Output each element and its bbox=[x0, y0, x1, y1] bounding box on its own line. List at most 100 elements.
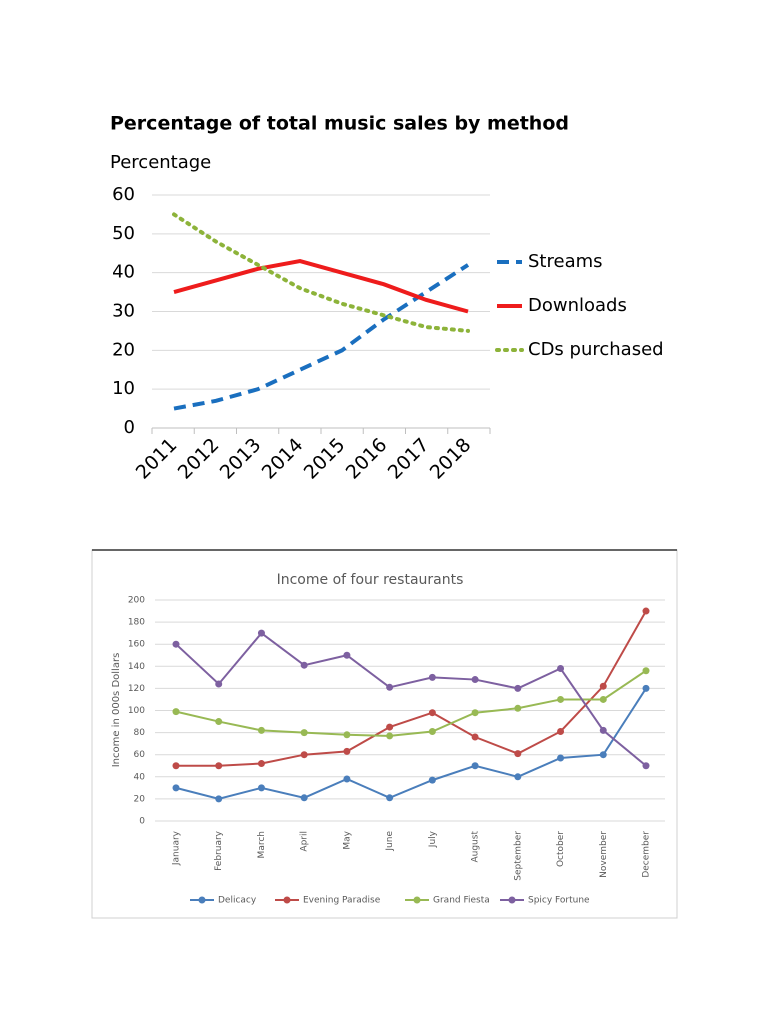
data-point bbox=[300, 661, 308, 669]
legend-marker bbox=[198, 896, 206, 904]
data-point bbox=[215, 762, 223, 770]
data-point bbox=[343, 747, 351, 755]
y-tick-label: 100 bbox=[128, 706, 145, 716]
legend-label: Downloads bbox=[528, 295, 627, 316]
data-point bbox=[557, 695, 565, 703]
data-point bbox=[557, 665, 565, 673]
x-tick-label: January bbox=[172, 830, 182, 866]
y-tick-label: 20 bbox=[134, 794, 146, 804]
data-point bbox=[386, 683, 394, 691]
data-point bbox=[557, 754, 565, 762]
data-point bbox=[599, 726, 607, 734]
data-point bbox=[172, 784, 180, 792]
y-tick-label: 50 bbox=[112, 223, 135, 244]
x-tick-label: 2011 bbox=[132, 434, 182, 484]
y-tick-label: 180 bbox=[128, 618, 145, 628]
data-point bbox=[642, 684, 650, 692]
series-line bbox=[175, 631, 647, 767]
legend-label: Delicacy bbox=[218, 896, 257, 906]
legend-marker bbox=[283, 896, 291, 904]
x-tick-label: October bbox=[556, 831, 566, 867]
legend-label: Streams bbox=[528, 251, 603, 272]
x-tick-label: 2016 bbox=[342, 434, 392, 484]
x-tick-label: 2018 bbox=[426, 434, 476, 484]
y-tick-label: 10 bbox=[112, 378, 135, 399]
legend-marker bbox=[508, 896, 516, 904]
legend-label: Evening Paradise bbox=[303, 896, 381, 906]
y-tick-label: 160 bbox=[128, 640, 145, 650]
x-tick-label: May bbox=[342, 830, 352, 849]
data-point bbox=[599, 682, 607, 690]
chart-title: Income of four restaurants bbox=[277, 572, 464, 588]
data-point bbox=[514, 773, 522, 781]
series-line bbox=[175, 669, 647, 737]
series-line bbox=[173, 258, 469, 314]
legend-label: Spicy Fortune bbox=[528, 896, 590, 906]
y-tick-label: 40 bbox=[112, 262, 135, 283]
chart-title: Percentage of total music sales by metho… bbox=[110, 113, 569, 135]
series-line bbox=[173, 263, 470, 411]
x-tick-label: November bbox=[599, 831, 609, 878]
data-point bbox=[300, 729, 308, 737]
data-point bbox=[642, 762, 650, 770]
x-tick-label: April bbox=[300, 831, 310, 852]
y-tick-label: 120 bbox=[128, 684, 145, 694]
data-point bbox=[471, 709, 479, 717]
x-tick-label: 2012 bbox=[174, 434, 224, 484]
data-point bbox=[428, 776, 436, 784]
y-tick-label: 60 bbox=[134, 750, 146, 760]
x-tick-label: August bbox=[471, 831, 481, 863]
y-tick-label: 40 bbox=[134, 772, 146, 782]
y-tick-label: 0 bbox=[124, 417, 135, 438]
y-tick-label: 0 bbox=[139, 817, 145, 827]
series-line bbox=[176, 610, 647, 767]
data-point bbox=[386, 723, 394, 731]
x-tick-label: 2014 bbox=[258, 434, 308, 484]
legend-label: Grand Fiesta bbox=[433, 896, 490, 906]
data-point bbox=[257, 760, 265, 768]
data-point bbox=[642, 667, 650, 675]
x-tick-label: February bbox=[214, 830, 224, 871]
data-point bbox=[428, 709, 436, 717]
series-line bbox=[172, 212, 470, 333]
data-point bbox=[428, 727, 436, 735]
y-axis-label: Percentage bbox=[110, 152, 211, 173]
data-point bbox=[514, 684, 522, 692]
x-tick-label: 2013 bbox=[216, 434, 266, 484]
data-point bbox=[215, 795, 223, 803]
data-point bbox=[642, 607, 650, 615]
y-tick-label: 80 bbox=[134, 728, 146, 738]
data-point bbox=[257, 629, 265, 637]
data-point bbox=[215, 718, 223, 726]
data-point bbox=[257, 784, 265, 792]
data-point bbox=[428, 673, 436, 681]
x-tick-label: July bbox=[428, 830, 438, 848]
x-tick-label: September bbox=[513, 831, 523, 881]
y-axis-label: Income in 000s Dollars bbox=[111, 653, 122, 768]
series-line bbox=[175, 687, 647, 800]
x-tick-label: 2017 bbox=[384, 434, 434, 484]
data-point bbox=[343, 775, 351, 783]
y-tick-label: 20 bbox=[112, 339, 135, 360]
data-point bbox=[471, 733, 479, 741]
data-point bbox=[599, 751, 607, 759]
data-point bbox=[514, 704, 522, 712]
data-point bbox=[172, 708, 180, 716]
y-tick-label: 60 bbox=[112, 184, 135, 205]
y-tick-label: 200 bbox=[128, 596, 145, 606]
data-point bbox=[257, 726, 265, 734]
y-tick-label: 140 bbox=[128, 662, 145, 672]
data-point bbox=[215, 680, 223, 688]
data-point bbox=[343, 731, 351, 739]
data-point bbox=[471, 676, 479, 684]
data-point bbox=[300, 794, 308, 802]
data-point bbox=[300, 751, 308, 759]
x-tick-label: March bbox=[257, 831, 267, 858]
legend-marker bbox=[413, 896, 421, 904]
data-point bbox=[172, 640, 180, 648]
x-tick-label: December bbox=[642, 831, 652, 878]
data-point bbox=[599, 695, 607, 703]
x-tick-label: June bbox=[385, 831, 395, 852]
